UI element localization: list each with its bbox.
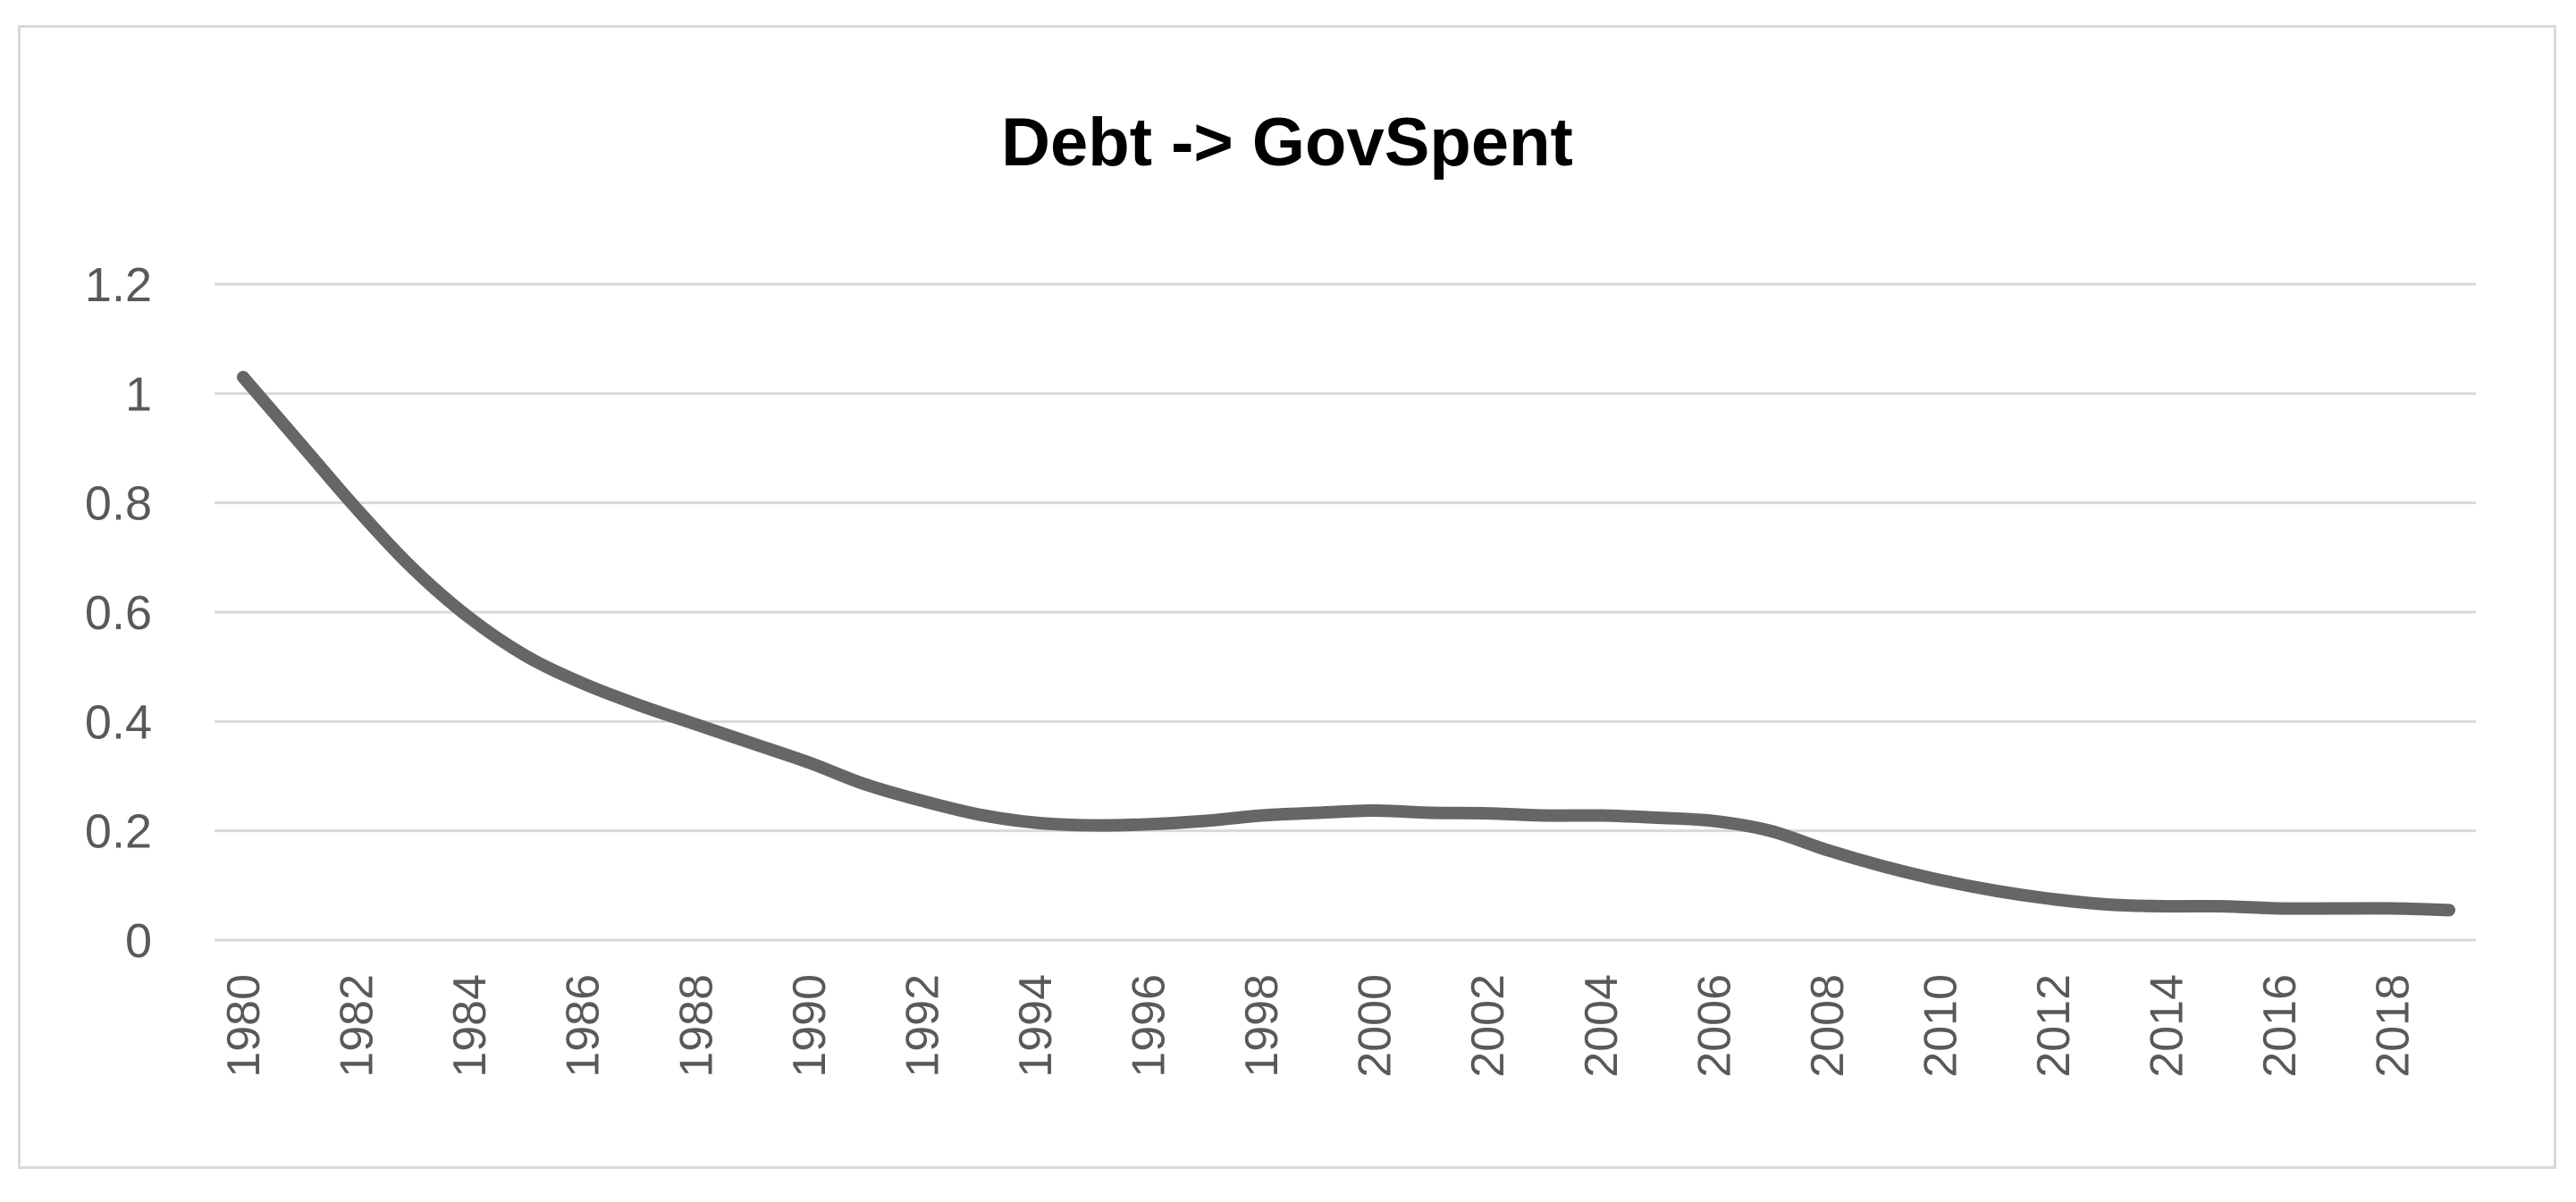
x-tick-label: 1998	[1236, 974, 1288, 1078]
x-tick-label: 1980	[218, 974, 270, 1078]
x-tick-label: 1986	[558, 974, 610, 1078]
x-tick-label: 2000	[1350, 974, 1402, 1078]
x-tick-label: 1996	[1124, 974, 1175, 1078]
x-tick-label: 2006	[1688, 974, 1740, 1078]
y-tick-label: 0.2	[85, 805, 152, 859]
x-tick-label: 2002	[1462, 974, 1514, 1078]
y-tick-label: 1	[125, 367, 152, 421]
x-tick-label: 1988	[670, 974, 722, 1078]
x-tick-label: 2012	[2028, 974, 2080, 1078]
x-axis-tick-labels: 1980 1982 1984 1986 1988 1990 1992 1994 1996 1998…	[218, 974, 2420, 1078]
series-line-0	[237, 370, 2455, 917]
x-tick-label: 1984	[444, 974, 496, 1078]
y-axis-tick-labels: 0 0.2 0.4 0.6 0.8 1 1.2	[85, 258, 152, 968]
x-tick-label: 2014	[2142, 974, 2193, 1078]
series-layer	[237, 370, 2455, 917]
y-tick-label: 0.6	[85, 586, 152, 640]
x-tick-label: 1992	[897, 974, 948, 1078]
x-tick-label: 2004	[1576, 974, 1628, 1078]
x-tick-label: 1982	[332, 974, 383, 1078]
x-tick-label: 1994	[1010, 974, 1062, 1078]
x-tick-label: 2008	[1802, 974, 1854, 1078]
chart-title: Debt -> GovSpent	[1001, 105, 1573, 181]
y-tick-label: 1.2	[85, 258, 152, 312]
y-tick-label: 0.4	[85, 695, 152, 749]
x-tick-label: 2018	[2368, 974, 2420, 1078]
gridlines	[215, 282, 2476, 942]
y-tick-label: 0	[125, 914, 152, 968]
y-tick-label: 0.8	[85, 477, 152, 531]
x-tick-label: 1990	[784, 974, 836, 1078]
x-tick-label: 2010	[1915, 974, 1966, 1078]
x-tick-label: 2016	[2254, 974, 2306, 1078]
